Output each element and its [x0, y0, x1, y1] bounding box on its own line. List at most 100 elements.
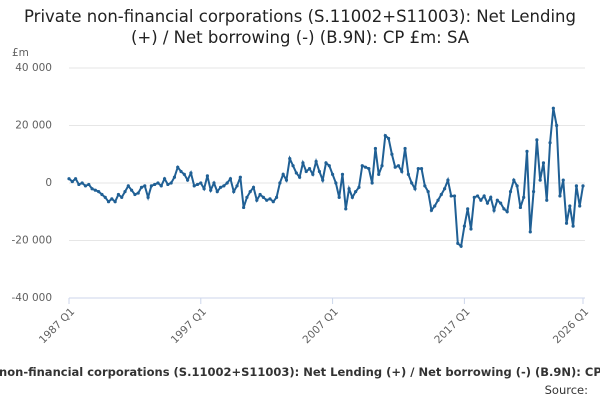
point: [383, 133, 387, 138]
point: [502, 207, 506, 211]
point: [284, 178, 289, 182]
point: [179, 169, 183, 174]
point: [248, 190, 252, 194]
point: [462, 224, 466, 228]
point: [73, 177, 78, 181]
point: [106, 200, 111, 204]
point: [347, 187, 351, 191]
point: [314, 159, 318, 164]
point: [192, 184, 196, 188]
point: [100, 192, 104, 197]
point: [274, 195, 279, 199]
point: [423, 184, 427, 188]
point: [429, 208, 434, 212]
point: [360, 164, 364, 168]
point: [436, 198, 440, 202]
point: [182, 172, 186, 176]
point: [162, 177, 167, 181]
point: [410, 181, 414, 185]
x-tick-label: 2007 Q1: [301, 306, 341, 346]
point: [367, 167, 371, 171]
point: [212, 181, 216, 185]
point: [321, 178, 325, 182]
legend-entry: Private non-financial corporations (S.11…: [0, 365, 600, 379]
point: [232, 190, 236, 194]
point: [67, 177, 71, 181]
point: [189, 171, 193, 175]
point: [225, 181, 229, 185]
point: [337, 195, 341, 199]
point: [475, 194, 480, 198]
point: [146, 195, 150, 199]
x-tick-label: 2017 Q1: [432, 306, 472, 346]
point: [558, 194, 562, 198]
point: [581, 184, 585, 188]
point: [459, 244, 463, 248]
point: [469, 227, 473, 231]
y-tick-label: 20 000: [15, 120, 52, 132]
point: [153, 182, 157, 187]
point: [169, 181, 173, 185]
point: [123, 190, 127, 194]
point: [271, 200, 275, 204]
point: [215, 190, 219, 194]
point: [116, 192, 121, 197]
point: [518, 205, 522, 210]
point: [222, 184, 226, 188]
point: [288, 156, 292, 161]
point: [515, 184, 519, 188]
point: [538, 178, 542, 182]
y-tick-label: -20 000: [11, 235, 52, 247]
point: [218, 185, 223, 189]
point: [202, 187, 206, 191]
point: [278, 181, 282, 185]
point: [245, 195, 249, 199]
point: [479, 198, 483, 202]
point: [301, 161, 305, 165]
point: [466, 207, 470, 211]
point: [130, 188, 134, 192]
point: [261, 195, 265, 199]
point: [452, 194, 457, 198]
point: [143, 184, 147, 188]
point: [561, 178, 565, 182]
x-tick-label: 2026 Q1: [551, 306, 591, 346]
point: [255, 198, 259, 202]
point: [522, 195, 526, 199]
point: [149, 184, 153, 188]
point: [344, 207, 348, 211]
legend: Private non-financial corporations (S.11…: [0, 365, 600, 379]
point: [327, 164, 331, 168]
point: [209, 188, 213, 192]
point: [205, 174, 209, 178]
point: [120, 195, 124, 199]
point: [324, 161, 328, 165]
point: [413, 187, 417, 191]
point: [113, 200, 117, 204]
y-tick-label: -40 000: [11, 292, 52, 304]
point: [390, 152, 394, 156]
x-tick-label: 1987 Q1: [37, 306, 77, 346]
point: [307, 167, 312, 171]
point: [551, 106, 555, 110]
point: [340, 172, 345, 176]
point: [304, 169, 308, 174]
point: [139, 185, 144, 189]
point: [235, 184, 239, 188]
point: [311, 172, 315, 176]
point: [298, 175, 302, 179]
point: [251, 185, 256, 189]
point: [228, 177, 233, 181]
point: [541, 161, 546, 165]
point: [87, 182, 91, 187]
point: [564, 221, 569, 225]
point: [70, 179, 74, 184]
point: [396, 164, 401, 168]
point: [495, 198, 499, 202]
point: [406, 172, 410, 176]
series-line: [68, 108, 584, 249]
point: [363, 165, 368, 169]
point: [472, 195, 476, 199]
point: [133, 192, 137, 197]
